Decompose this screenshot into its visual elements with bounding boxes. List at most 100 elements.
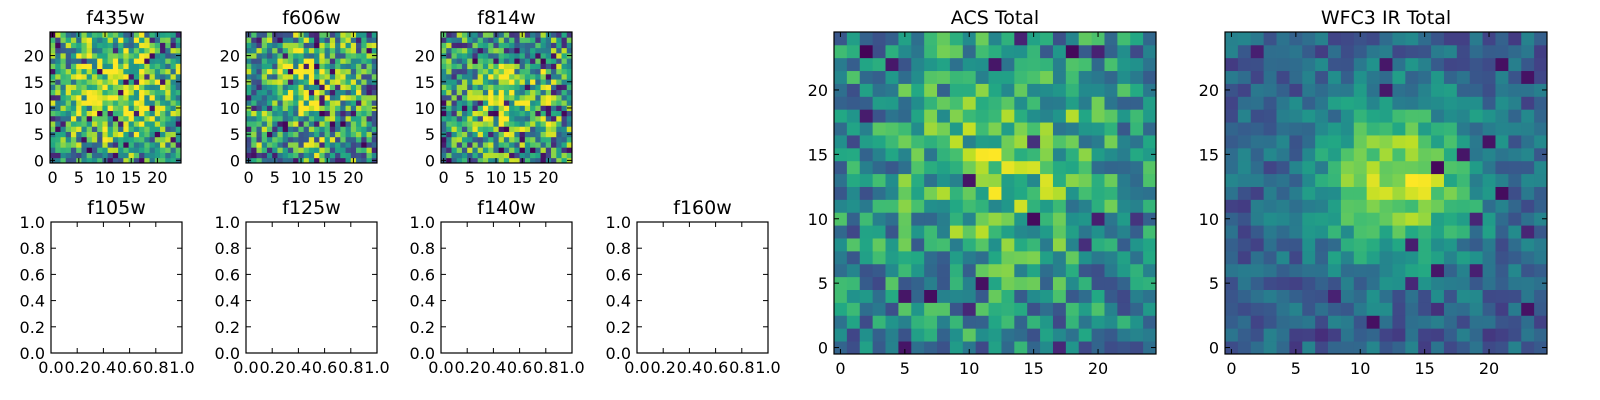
- heatmap-cell: [149, 52, 156, 59]
- heatmap-cell: [272, 121, 278, 127]
- heatmap-cell: [319, 147, 325, 153]
- heatmap-cell: [256, 73, 263, 80]
- heatmap-cell: [561, 79, 568, 85]
- heatmap-cell: [545, 115, 552, 122]
- heatmap-cell: [1302, 44, 1316, 59]
- heatmap-cell: [509, 126, 515, 132]
- heatmap-cell: [266, 110, 273, 117]
- heatmap-cell: [551, 73, 557, 80]
- heatmap-cell: [1392, 96, 1406, 110]
- heatmap-cell: [1001, 44, 1015, 59]
- heatmap-cell: [859, 160, 874, 175]
- heatmap-cell: [102, 42, 109, 49]
- heatmap-cell: [303, 47, 310, 54]
- y-tick-label: 0.8: [215, 239, 240, 258]
- heatmap-cell: [514, 126, 520, 132]
- heatmap-cell: [1469, 32, 1483, 46]
- heatmap-cell: [834, 96, 848, 110]
- heatmap-cell: [50, 58, 56, 64]
- heatmap-cell: [1078, 302, 1092, 316]
- heatmap-cell: [1379, 289, 1393, 303]
- heatmap-cell: [509, 63, 515, 70]
- heatmap-cell: [1521, 341, 1535, 355]
- heatmap-cell: [303, 100, 310, 106]
- heatmap-cell: [314, 152, 320, 159]
- heatmap-cell: [1405, 57, 1419, 72]
- heatmap-cell: [524, 37, 531, 43]
- heatmap-cell: [70, 115, 77, 122]
- heatmap-cell: [488, 52, 494, 59]
- heatmap-cell: [1353, 173, 1368, 187]
- heatmap-cell: [251, 115, 257, 122]
- heatmap-cell: [988, 276, 1002, 290]
- heatmap-cell: [1091, 238, 1105, 252]
- heatmap-cell: [128, 73, 135, 80]
- heatmap-cell: [266, 73, 273, 80]
- heatmap-cell: [1040, 122, 1054, 136]
- heatmap-cell: [488, 37, 494, 43]
- heatmap-cell: [1263, 250, 1277, 265]
- heatmap-cell: [1431, 250, 1445, 265]
- heatmap-cell: [898, 83, 912, 97]
- heatmap-cell: [1225, 212, 1239, 226]
- heatmap-cell: [1379, 96, 1393, 110]
- heatmap-cell: [1250, 263, 1265, 278]
- heatmap-cell: [1263, 341, 1277, 355]
- heatmap-cell: [859, 199, 874, 213]
- heatmap-cell: [102, 73, 109, 80]
- heatmap-cell: [1263, 96, 1277, 110]
- heatmap-cell: [1405, 147, 1419, 162]
- heatmap-cell: [503, 131, 510, 138]
- heatmap-cell: [266, 115, 273, 122]
- heatmap-cell: [441, 126, 447, 132]
- heatmap-cell: [488, 157, 494, 164]
- heatmap-cell: [356, 147, 362, 153]
- heatmap-cell: [949, 83, 964, 97]
- heatmap-cell: [1328, 212, 1342, 226]
- heatmap-cell: [149, 58, 156, 64]
- heatmap-cell: [924, 186, 938, 200]
- heatmap-cell: [1027, 173, 1041, 187]
- heatmap-cell: [1040, 83, 1054, 97]
- heatmap-cell: [149, 42, 156, 49]
- heatmap-cell: [540, 105, 547, 111]
- heatmap-cell: [91, 105, 98, 111]
- heatmap-cell: [256, 121, 263, 127]
- heatmap-cell: [1078, 96, 1092, 110]
- heatmap-cell: [335, 147, 341, 153]
- heatmap-cell: [1001, 147, 1015, 162]
- heatmap-cell: [561, 126, 568, 132]
- heatmap-cell: [566, 58, 573, 64]
- heatmap-cell: [1521, 160, 1535, 175]
- heatmap-cell: [1353, 302, 1368, 316]
- heatmap-cell: [345, 42, 352, 49]
- heatmap-cell: [535, 115, 541, 122]
- heatmap-cell: [340, 121, 346, 127]
- heatmap-cell: [488, 94, 494, 101]
- heatmap-cell: [107, 131, 114, 138]
- heatmap-cell: [170, 121, 177, 127]
- heatmap-cell: [329, 147, 336, 153]
- heatmap-cell: [1508, 32, 1522, 46]
- heatmap-cell: [1315, 289, 1329, 303]
- heatmap-cell: [530, 79, 536, 85]
- heatmap-cell: [139, 73, 145, 80]
- heatmap-cell: [282, 157, 289, 164]
- heatmap-cell: [1495, 173, 1509, 187]
- heatmap-cell: [293, 136, 299, 143]
- heatmap-cell: [335, 121, 341, 127]
- heatmap-cell: [123, 131, 129, 138]
- heatmap-cell: [251, 47, 257, 54]
- heatmap-cell: [1302, 135, 1316, 149]
- heatmap-cell: [451, 100, 458, 106]
- heatmap-cell: [65, 110, 72, 117]
- heatmap-cell: [118, 37, 124, 43]
- heatmap-cell: [170, 147, 177, 153]
- heatmap-cell: [81, 126, 88, 132]
- heatmap-cell: [975, 186, 989, 200]
- heatmap-cell: [1405, 328, 1419, 342]
- heatmap-cell: [545, 47, 552, 54]
- heatmap-cell: [472, 79, 479, 85]
- heatmap-cell: [551, 79, 557, 85]
- heatmap-cell: [482, 68, 489, 75]
